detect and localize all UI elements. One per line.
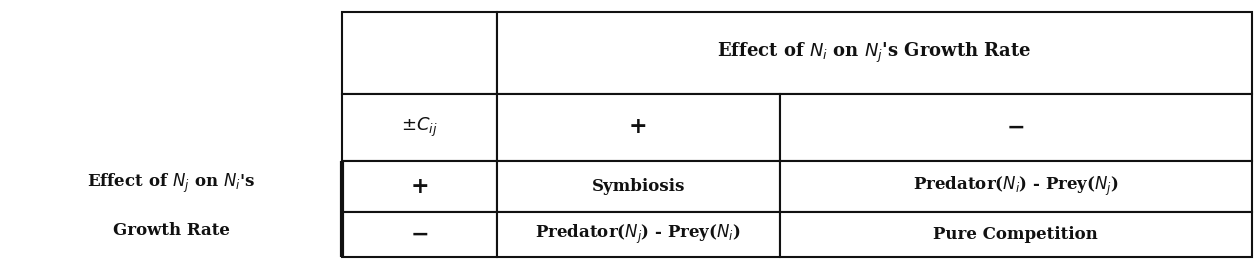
Bar xyxy=(497,161,780,212)
Bar xyxy=(342,212,497,257)
Bar xyxy=(780,161,1252,212)
Bar xyxy=(342,12,497,94)
Bar xyxy=(497,212,780,257)
Text: Growth Rate: Growth Rate xyxy=(113,222,229,239)
Text: +: + xyxy=(629,116,648,138)
Text: Effect of $N_j$ on $N_i$'s: Effect of $N_j$ on $N_i$'s xyxy=(87,172,255,195)
Bar xyxy=(497,12,1252,94)
Text: +: + xyxy=(410,176,429,198)
Text: Predator($N_j$) - Prey($N_i$): Predator($N_j$) - Prey($N_i$) xyxy=(536,223,741,246)
Text: $\pm C_{ij}$: $\pm C_{ij}$ xyxy=(401,116,438,139)
Text: −: − xyxy=(410,224,429,246)
Text: Effect of $N_i$ on $N_j$'s Growth Rate: Effect of $N_i$ on $N_j$'s Growth Rate xyxy=(717,41,1032,65)
Text: Symbiosis: Symbiosis xyxy=(591,178,686,195)
Bar xyxy=(342,161,497,212)
Text: −: − xyxy=(1006,116,1025,138)
Text: Pure Competition: Pure Competition xyxy=(933,226,1098,243)
Text: Predator($N_i$) - Prey($N_j$): Predator($N_i$) - Prey($N_j$) xyxy=(913,175,1118,198)
Bar xyxy=(342,94,497,161)
Bar xyxy=(780,212,1252,257)
Bar xyxy=(497,94,780,161)
Bar xyxy=(780,94,1252,161)
